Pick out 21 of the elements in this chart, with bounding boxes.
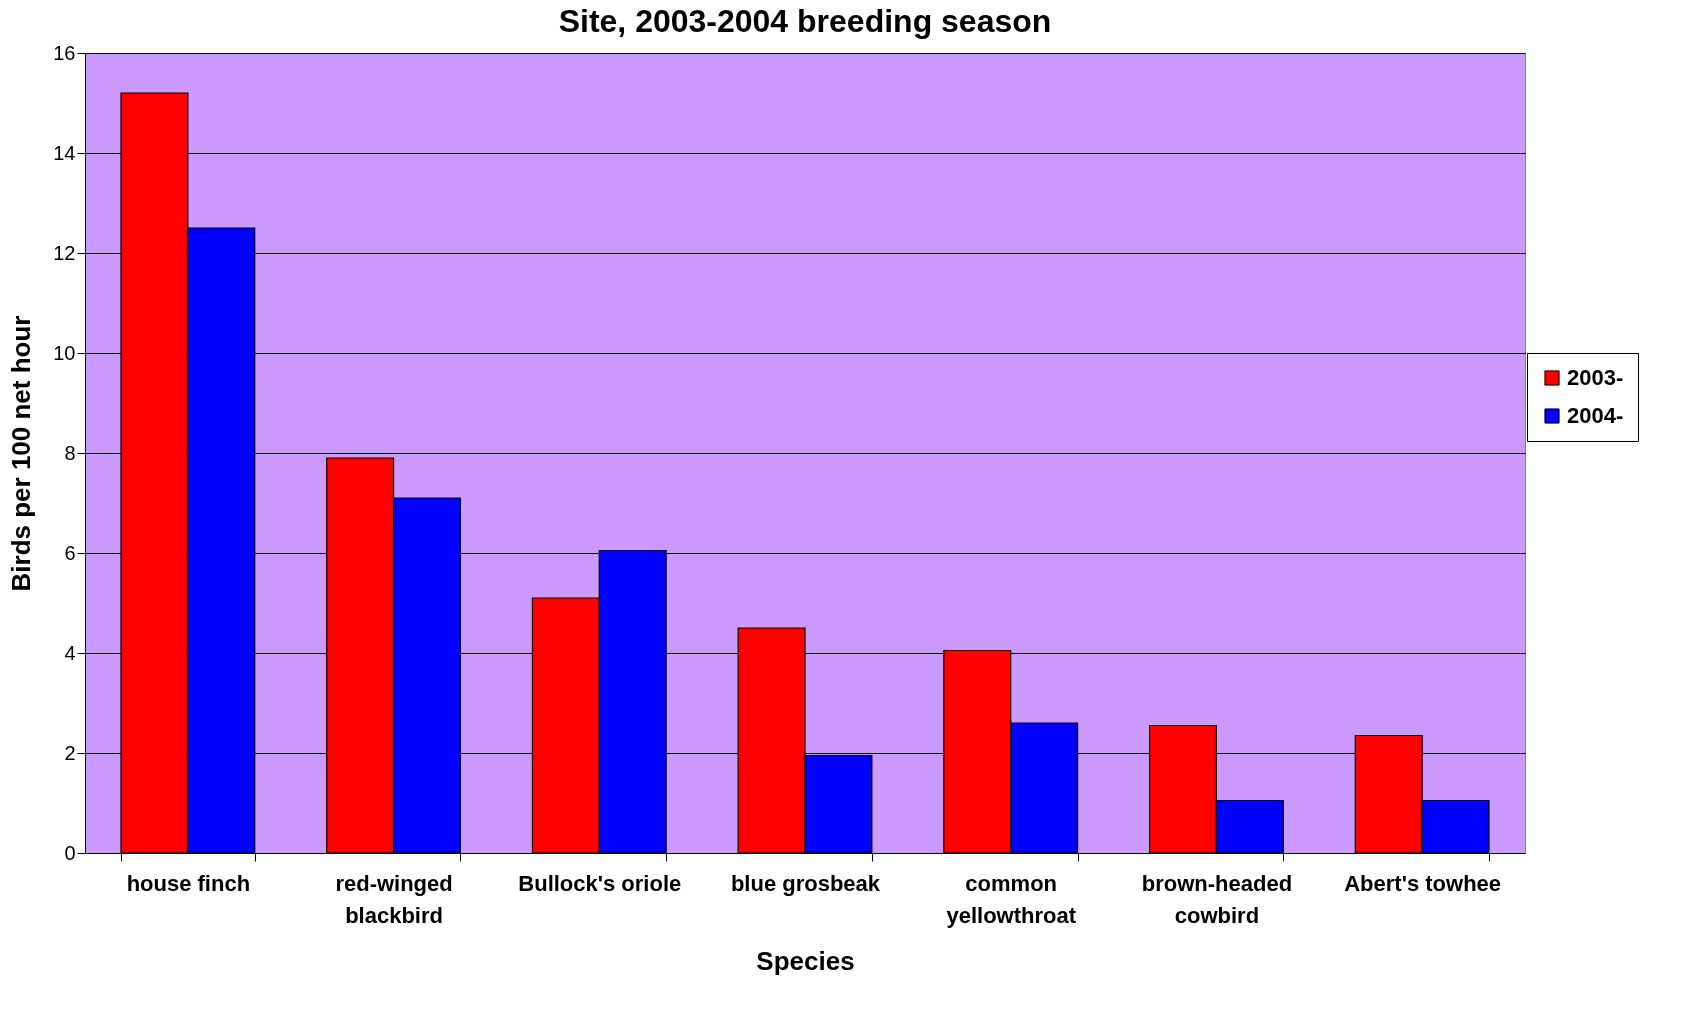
x-tick-label: Abert's towhee <box>1344 870 1502 896</box>
y-tick-label: 12 <box>53 241 76 264</box>
y-tick-label: 4 <box>64 641 76 664</box>
x-tick-label: blue grosbeak <box>730 870 881 896</box>
x-tick-label: brown-headed cowbird <box>1141 870 1293 928</box>
legend-label: 2004- <box>1567 403 1624 428</box>
y-tick-label: 10 <box>53 341 76 364</box>
legend-label: 2003- <box>1567 365 1624 390</box>
y-tick-label: 14 <box>53 141 76 164</box>
y-tick-label: 16 <box>53 41 76 64</box>
x-tick-label: red-winged blackbird <box>335 870 453 928</box>
chart-title: Site, 2003-2004 breeding season <box>558 3 1052 39</box>
x-axis-title: Species <box>756 945 855 976</box>
x-tick-label: common yellowthroat <box>946 870 1077 928</box>
y-axis-title: Birds per 100 net hour <box>6 315 37 592</box>
y-tick-label: 6 <box>64 541 76 564</box>
x-tick-label: house finch <box>126 870 251 896</box>
y-tick-label: 8 <box>64 441 76 464</box>
y-tick-label: 0 <box>64 841 76 864</box>
x-tick-label: Bullock's oriole <box>518 870 682 896</box>
y-tick-label: 2 <box>64 741 76 764</box>
